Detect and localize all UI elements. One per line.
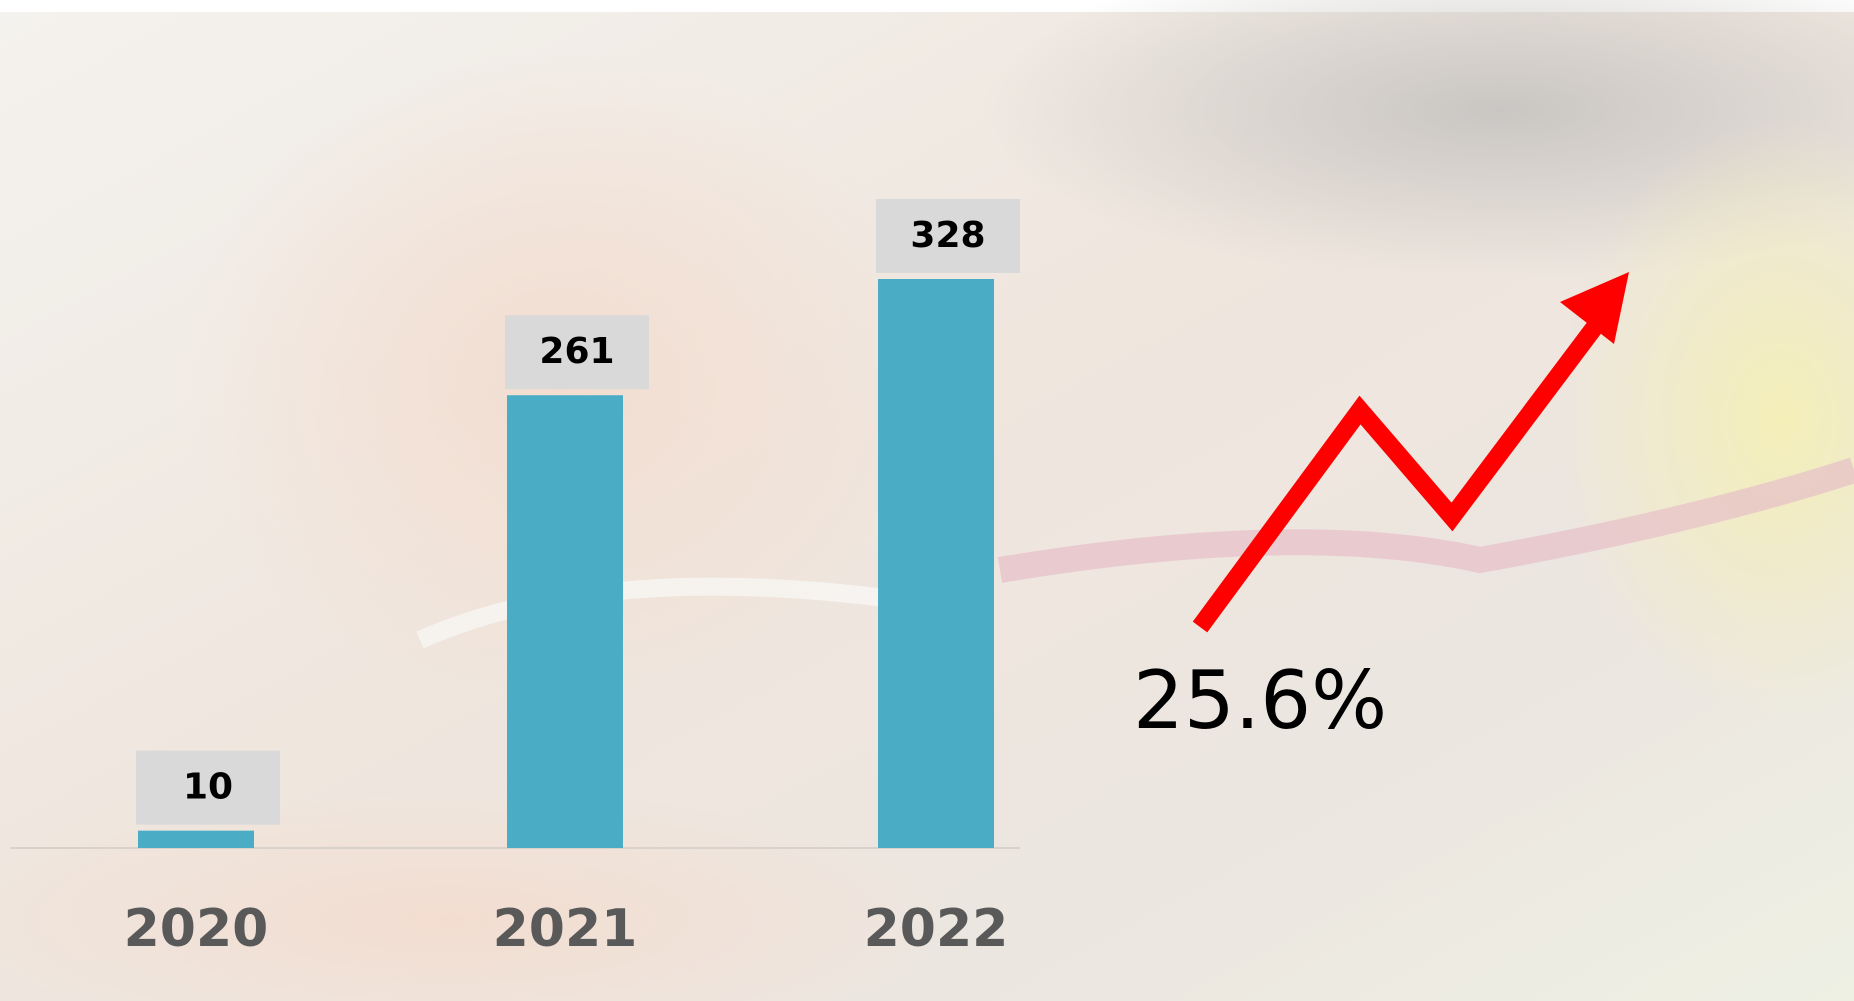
bar bbox=[878, 279, 994, 848]
x-tick-label: 2022 bbox=[864, 899, 1009, 959]
bar bbox=[507, 395, 623, 848]
x-tick-label: 2020 bbox=[124, 899, 269, 959]
value-label: 328 bbox=[910, 215, 985, 256]
value-label: 261 bbox=[539, 331, 614, 372]
value-label: 10 bbox=[183, 767, 233, 808]
bar bbox=[138, 831, 254, 848]
page: 25.6% 20201020212612022328 (() => { cons… bbox=[0, 0, 1854, 1001]
chart: 25.6% 2020 10 2021 261 2022 328 bbox=[0, 0, 1854, 1001]
x-tick-label: 2021 bbox=[493, 899, 638, 959]
annotation: 25.6% bbox=[1133, 654, 1387, 747]
